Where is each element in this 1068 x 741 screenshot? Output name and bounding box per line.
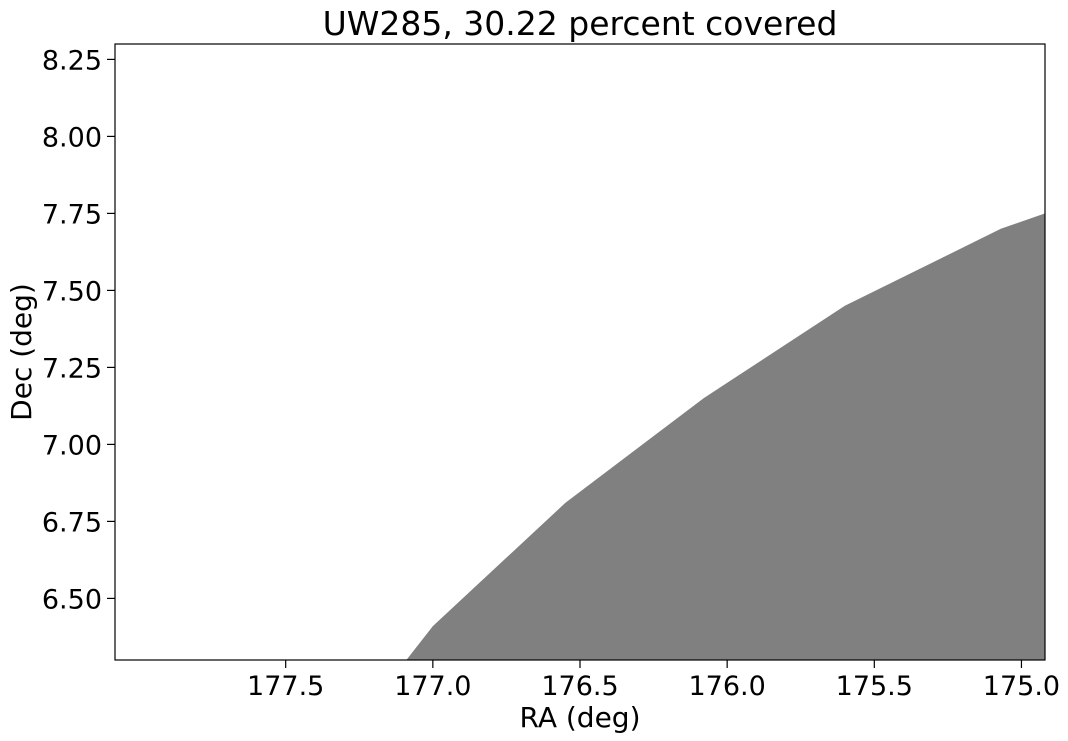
x-axis-label: RA (deg) [520, 701, 641, 734]
y-tick-label: 7.75 [42, 199, 102, 230]
x-tick-label: 177.5 [247, 671, 324, 702]
y-tick-label: 8.00 [42, 122, 102, 153]
x-axis-ticks: 177.5 177.0 176.5 176.0 175.5 175.0 [247, 660, 1060, 702]
y-tick-label: 7.50 [42, 276, 102, 307]
x-tick-label: 175.0 [983, 671, 1060, 702]
coverage-area [406, 213, 1045, 660]
x-tick-label: 176.5 [541, 671, 618, 702]
y-tick-label: 7.25 [42, 353, 102, 384]
y-tick-label: 8.25 [42, 45, 102, 76]
x-tick-label: 175.5 [836, 671, 913, 702]
y-tick-label: 6.75 [42, 507, 102, 538]
y-axis-label: Dec (deg) [5, 283, 38, 421]
x-tick-label: 176.0 [689, 671, 766, 702]
y-axis-ticks: 6.50 6.75 7.00 7.25 7.50 7.75 8.00 8.25 [42, 45, 115, 615]
chart-title: UW285, 30.22 percent covered [323, 4, 838, 43]
x-tick-label: 177.0 [394, 671, 471, 702]
plot-area [406, 213, 1045, 660]
y-tick-label: 6.50 [42, 584, 102, 615]
y-tick-label: 7.00 [42, 430, 102, 461]
